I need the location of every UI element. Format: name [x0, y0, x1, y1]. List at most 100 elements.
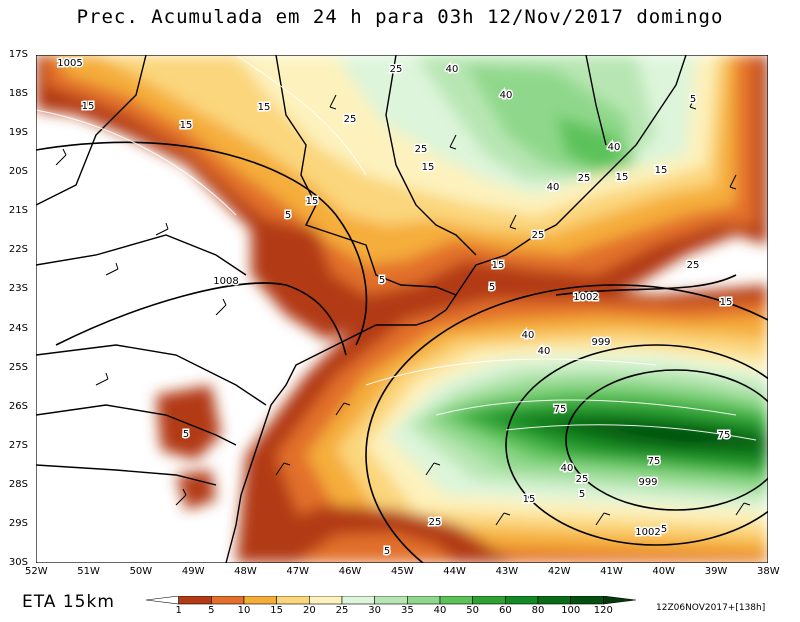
colorbar-swatch	[407, 595, 441, 605]
colorbar-tick-label: 35	[400, 605, 414, 616]
precip-label: 25	[429, 517, 442, 528]
precip-label: 5	[661, 524, 667, 535]
lat-tick-label: 20S	[8, 166, 28, 178]
precip-label: 25	[687, 260, 700, 271]
colorbar-swatch	[341, 595, 375, 605]
precip-label: 40	[538, 346, 551, 357]
precip-labels: 15 15 25 25 40 40 15 15 25 40 40 15 5 15…	[80, 63, 734, 559]
lat-tick-label: 27S	[8, 439, 28, 451]
wind-barbs	[55, 94, 751, 526]
lat-tick-label: 24S	[8, 322, 28, 334]
precip-label: 25	[578, 173, 591, 184]
lon-tick-label: 44W	[443, 566, 466, 577]
precip-label: 15	[492, 260, 505, 271]
precip-label: 15	[655, 165, 668, 176]
precipitation-field	[36, 55, 768, 563]
precip-label: 75	[718, 430, 731, 441]
lat-tick-label: 18S	[8, 88, 28, 100]
run-label: 12Z06NOV2017+[138h]	[656, 603, 766, 613]
colorbar-swatch	[145, 595, 179, 605]
colorbar-tick-label: 40	[433, 605, 447, 616]
colorbar-swatch	[211, 595, 245, 605]
precip-label: 40	[446, 64, 459, 75]
colorbar-swatch	[537, 595, 571, 605]
lat-tick-label: 22S	[8, 244, 28, 256]
colorbar-swatch	[276, 595, 310, 605]
longitude-axis: 52W 51W 50W 49W 48W 47W 46W 45W 44W 43W 42W 41W 40W 3…	[25, 563, 780, 581]
colorbar-tick-label: 30	[368, 605, 382, 616]
colorbar-tick-label: 100	[561, 605, 581, 616]
lon-tick-label: 49W	[181, 566, 205, 577]
isobar-label: 999	[591, 337, 610, 348]
colorbar-tick-label: 20	[302, 605, 316, 616]
precip-label: 5	[579, 489, 585, 500]
precip-label: 5	[690, 94, 696, 105]
lon-tick-label: 39W	[704, 566, 728, 577]
precip-label: 15	[720, 297, 733, 308]
colorbar-swatch	[374, 595, 408, 605]
colorbar-swatch	[439, 595, 473, 605]
lon-tick-label: 46W	[338, 566, 362, 577]
model-label: ETA 15km	[22, 592, 115, 612]
colorbar-swatch	[243, 595, 277, 605]
colorbar-tick-label: 120	[593, 605, 613, 616]
precip-label: 15	[616, 172, 629, 183]
lon-tick-label: 51W	[77, 566, 100, 577]
lat-tick-label: 25S	[8, 361, 28, 373]
isobar-label: 1002	[573, 292, 598, 303]
colorbar-swatch	[472, 595, 506, 605]
precip-label: 25	[390, 64, 403, 75]
precip-label: 15	[422, 162, 435, 173]
precip-label: 40	[547, 182, 560, 193]
precip-label: 25	[576, 474, 589, 485]
precip-contours	[36, 55, 757, 441]
precip-label: 5	[379, 275, 385, 286]
precip-label: 5	[489, 282, 495, 293]
precip-label: 25	[532, 230, 545, 241]
isobar-label: 1008	[213, 276, 238, 287]
colorbar-tick-label: 25	[335, 605, 349, 616]
lat-tick-label: 28S	[8, 478, 28, 490]
precip-label: 40	[561, 463, 574, 474]
lon-tick-label: 45W	[391, 566, 414, 577]
lon-tick-label: 42W	[547, 566, 571, 577]
colorbar-tick-label: 50	[466, 605, 480, 616]
colorbar-tick-label: 80	[531, 605, 545, 616]
precip-label: 75	[554, 404, 567, 415]
map-title: Prec. Acumulada em 24 h para 03h 12/Nov/…	[76, 6, 724, 28]
precip-label: 5	[183, 429, 189, 440]
precip-label: 25	[344, 114, 357, 125]
lon-tick-label: 48W	[234, 566, 257, 577]
colorbar-swatch	[570, 595, 604, 605]
lon-tick-label: 41W	[600, 566, 623, 577]
colorbar-tick-label: 15	[270, 605, 284, 616]
precip-label: 40	[608, 142, 621, 153]
precip-label: 40	[522, 330, 535, 341]
colorbar: 1 5 10 15 20 25 30 35 40 50 60 80 100 120	[145, 595, 637, 618]
lon-tick-label: 47W	[286, 566, 310, 577]
isobar-label: 1005	[57, 58, 82, 69]
precip-label: 5	[384, 546, 390, 557]
precipitation-map: 1005 1008 1002 999 999 1002 15 15 25 25 …	[35, 54, 769, 564]
lat-tick-label: 26S	[8, 400, 28, 412]
pressure-labels: 1005 1008 1002 999 999 1002	[56, 57, 662, 540]
precip-label: 15	[306, 196, 319, 207]
precip-label: 15	[258, 102, 271, 113]
lat-tick-label: 23S	[8, 283, 28, 295]
colorbar-tick-label: 1	[175, 605, 182, 616]
coastline	[36, 55, 687, 563]
precip-label: 5	[285, 210, 291, 221]
precip-label: 15	[523, 494, 536, 505]
isobars	[36, 141, 768, 563]
lat-tick-label: 21S	[8, 205, 28, 217]
lon-tick-label: 50W	[129, 566, 153, 577]
precip-label: 15	[180, 120, 193, 131]
lat-tick-label: 29S	[8, 517, 28, 529]
colorbar-swatch	[178, 595, 212, 605]
lon-tick-label: 38W	[757, 566, 780, 577]
lat-tick-label: 30S	[8, 557, 28, 568]
lat-tick-label: 19S	[8, 127, 28, 139]
precip-label: 40	[500, 90, 513, 101]
colorbar-swatch	[603, 595, 637, 605]
lon-tick-label: 40W	[652, 566, 676, 577]
